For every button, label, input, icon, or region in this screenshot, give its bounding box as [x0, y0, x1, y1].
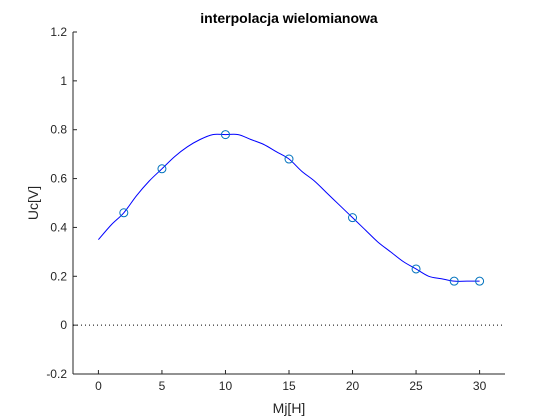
y-tick-label: 0.8 [50, 123, 67, 137]
y-tick-label: -0.2 [46, 367, 67, 381]
x-tick-label: 5 [159, 379, 166, 393]
x-tick-label: 20 [346, 379, 360, 393]
y-tick-label: 0.2 [50, 269, 67, 283]
x-tick-label: 30 [473, 379, 487, 393]
series-group [98, 130, 485, 286]
x-tick-label: 25 [409, 379, 423, 393]
chart-title: interpolacja wielomianowa [200, 10, 378, 26]
x-axis-label: Mj[H] [273, 400, 306, 416]
x-tick-label: 10 [219, 379, 233, 393]
data-point-marker [220, 130, 230, 140]
data-point-marker [157, 164, 167, 174]
data-point-marker [449, 276, 459, 286]
data-point-marker [348, 213, 358, 223]
data-point-marker [284, 154, 294, 164]
axes: 0 5 10 15 20 25 30 -0.2 0 0.2 0.4 0.6 0.8 1 1.2 [46, 25, 505, 393]
y-axis-label: Uc[V] [25, 186, 41, 220]
y-tick-label: 0.6 [50, 172, 67, 186]
y-tick-label: 1.2 [50, 25, 67, 39]
data-point-marker [119, 208, 129, 218]
x-tick-label: 15 [282, 379, 296, 393]
y-tick-label: 0 [60, 318, 67, 332]
x-tick-label: 0 [95, 379, 102, 393]
interpolation-curve [98, 133, 480, 282]
y-tick-label: 0.4 [50, 220, 67, 234]
data-point-marker [475, 276, 485, 286]
y-tick-label: 1 [60, 74, 67, 88]
data-point-marker [411, 264, 421, 274]
